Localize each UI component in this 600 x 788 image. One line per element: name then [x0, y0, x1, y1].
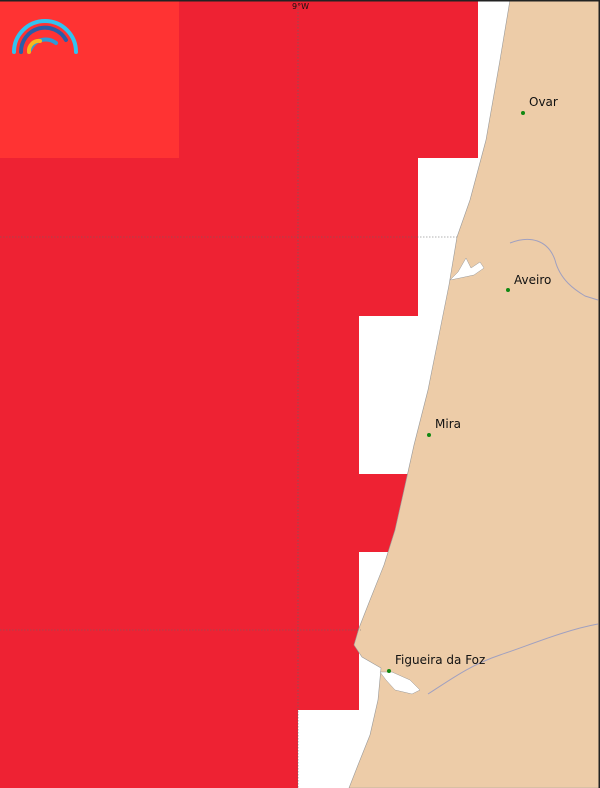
city-ovar[interactable]: Ovar: [521, 95, 558, 115]
city-dot: [387, 669, 391, 673]
city-label: Ovar: [529, 95, 558, 109]
warning-cell: [0, 710, 298, 788]
city-label: Figueira da Foz: [395, 653, 485, 667]
warning-cell: [0, 316, 359, 474]
city-dot: [427, 433, 431, 437]
river: [509, 238, 599, 301]
lagoon-aveiro: [449, 257, 485, 281]
city-mira[interactable]: Mira: [427, 417, 461, 437]
city-figueira-da-foz[interactable]: Figueira da Foz: [387, 653, 485, 673]
warning-cell: [0, 474, 430, 552]
estuary-mondego: [379, 671, 421, 695]
city-label: Mira: [435, 417, 461, 431]
warning-cells: [0, 0, 478, 788]
city-label: Aveiro: [514, 273, 551, 287]
warning-cell: [0, 552, 359, 710]
top-border: [0, 0, 600, 2]
warning-cell-light: [0, 0, 179, 158]
graticule-label: 9°W: [292, 2, 309, 11]
graticule: [0, 6, 457, 788]
right-border: [598, 0, 600, 788]
city-dot: [506, 288, 510, 292]
land: [348, 0, 600, 788]
rainbow-arcs-logo-icon: [12, 19, 78, 54]
city-dot: [521, 111, 525, 115]
river: [427, 623, 599, 695]
city-aveiro[interactable]: Aveiro: [506, 273, 551, 292]
